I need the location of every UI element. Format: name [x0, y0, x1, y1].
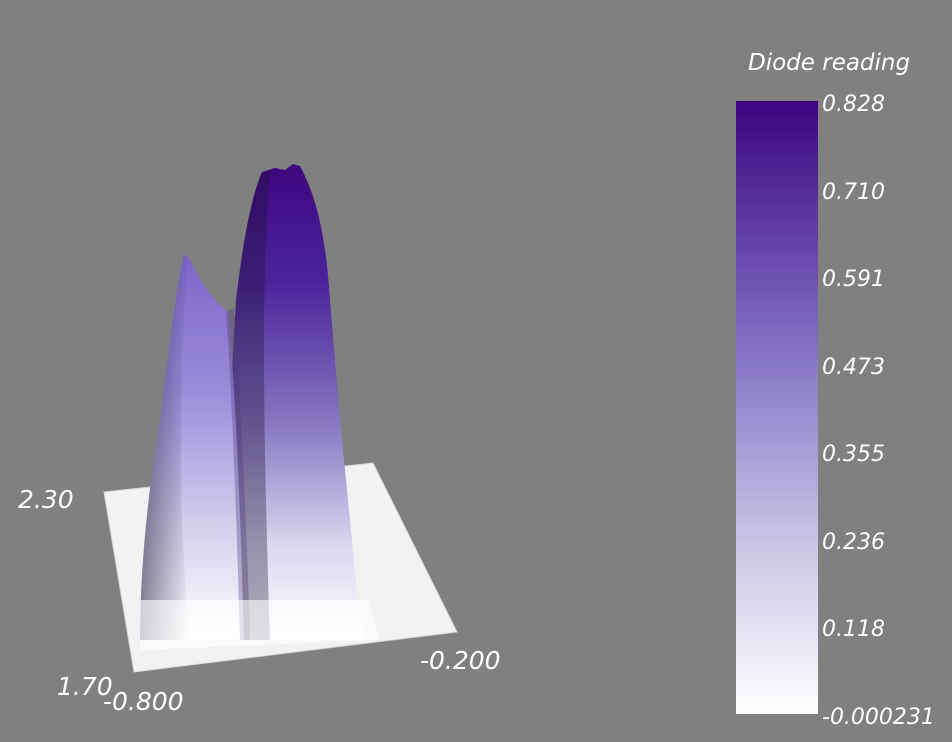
- colorbar-tick-label: 0.828: [822, 92, 885, 117]
- y-axis-max-label: 2.30: [18, 485, 74, 514]
- x-axis-min-label: -0.800: [103, 687, 184, 716]
- surface-peak-right: [227, 164, 368, 640]
- colorbar-tick-label: -0.000231: [822, 705, 935, 730]
- colorbar-tick-label: 0.591: [822, 267, 885, 293]
- colorbar-tick-label: 0.710: [822, 179, 885, 205]
- x-axis-max-label: -0.200: [420, 646, 501, 675]
- colorbar-tick-label: 0.118: [822, 617, 885, 643]
- y-axis-min-label: 1.70: [57, 672, 113, 701]
- colorbar-tick-label: 0.473: [822, 354, 885, 380]
- colorbar: [736, 101, 818, 714]
- surface-peak-left-shade: [140, 254, 190, 640]
- colorbar-gradient: [736, 101, 818, 714]
- colorbar-tick-label: 0.355: [822, 442, 885, 468]
- colorbar-title: Diode reading: [748, 50, 911, 76]
- surface-valley: [226, 308, 250, 640]
- colorbar-tick-label: 0.236: [822, 529, 885, 555]
- surface-base-fade: [140, 600, 380, 650]
